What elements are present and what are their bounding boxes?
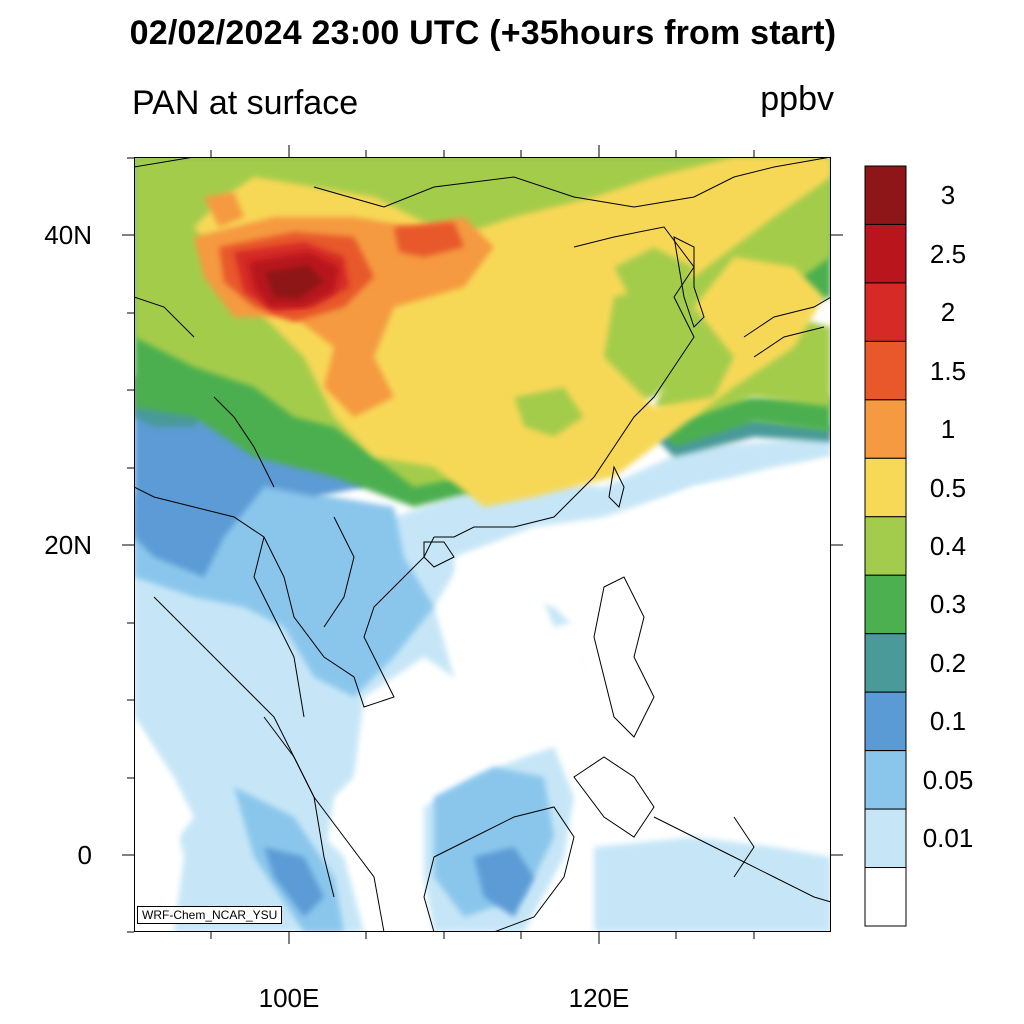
colorbar [864,165,907,927]
variable-subtitle: PAN at surface [132,84,359,122]
colorbar-swatch [864,399,907,459]
map-frame [134,157,831,932]
colorbar-swatch [864,691,907,752]
colorbar-tick-label: 0.05 [922,764,974,795]
colorbar-tick-label: 1 [940,414,956,445]
sea-clean-air [134,457,831,857]
lat-label-0: 0 [77,840,92,870]
lat-label-40n: 40N [44,220,92,250]
colorbar-swatch [864,340,907,401]
colorbar-swatch [864,516,907,576]
units-label: ppbv [760,80,834,118]
colorbar-swatch [864,867,907,927]
lon-label-120e: 120E [568,983,630,1013]
colorbar-tick-label: 1.5 [929,355,967,386]
lat-label-20n: 20N [44,530,92,560]
colorbar-tick-label: 0.1 [929,706,967,737]
colorbar-tick-label: 0.4 [929,531,967,561]
colorbar-swatch [864,282,907,342]
colorbar-tick-label: 0.3 [929,589,967,620]
model-stamp: WRF-Chem_NCAR_YSU [137,906,283,924]
colorbar-swatch [864,633,907,693]
band-250 [249,252,339,307]
coastlines-and-borders [134,157,831,932]
lon-label-100e: 100E [258,983,320,1013]
pan-concentration-map [134,157,831,932]
colorbar-tick-label: 0.5 [929,472,967,503]
colorbar-swatch [864,574,907,635]
colorbar-swatch [864,750,907,810]
colorbar-swatch [864,165,907,225]
map-title: 02/02/2024 23:00 UTC (+35hours from star… [129,14,837,52]
colorbar-swatch [864,457,907,518]
colorbar-swatch [864,223,907,284]
colorbar-tick-label: 3 [940,180,956,211]
colorbar-tick-label: 0.01 [922,823,974,854]
colorbar-tick-label: 2 [940,297,956,328]
colorbar-swatch [864,808,907,869]
colorbar-tick-label: 2.5 [929,238,967,269]
colorbar-tick-label: 0.2 [929,647,967,678]
